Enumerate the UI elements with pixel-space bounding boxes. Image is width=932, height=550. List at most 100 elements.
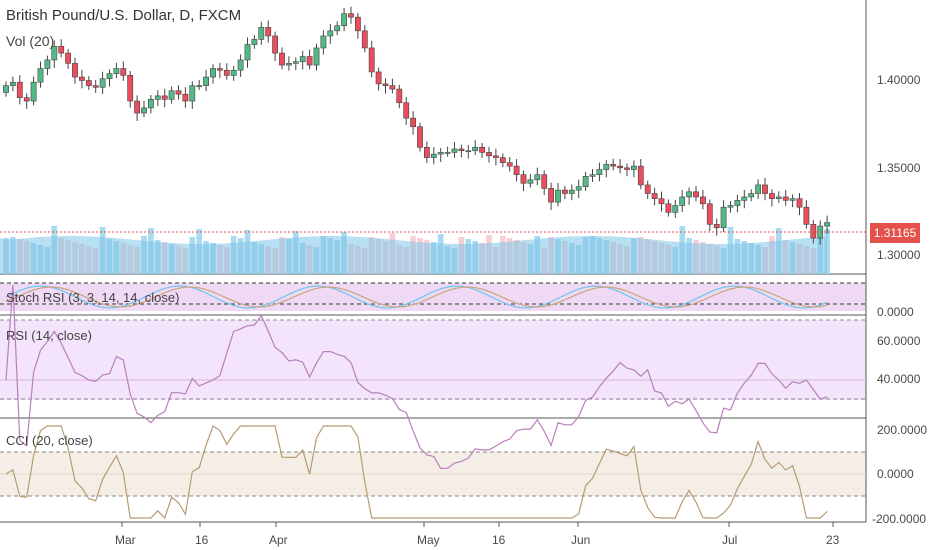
candle-body xyxy=(651,193,658,199)
cci-tick: -200.0000 xyxy=(872,512,927,526)
candle-body xyxy=(85,80,92,86)
candle-body xyxy=(348,13,354,18)
rsi-tick: 60.0000 xyxy=(877,334,921,348)
candle-body xyxy=(637,165,644,186)
candle-body xyxy=(44,59,51,69)
candle-body xyxy=(582,176,589,187)
candle-body xyxy=(679,196,686,206)
rsi-label: RSI (14, close) xyxy=(6,328,92,343)
candle-body xyxy=(237,59,244,71)
time-tick: Jul xyxy=(722,533,738,547)
candle-body xyxy=(375,71,382,85)
candle-body xyxy=(258,27,265,40)
candle-body xyxy=(92,85,99,88)
candle-body xyxy=(734,200,741,206)
candle-body xyxy=(713,224,720,229)
candle-body xyxy=(596,169,603,175)
candle-body xyxy=(72,63,78,78)
volume-label: Vol (20) xyxy=(6,33,55,49)
candle-body xyxy=(444,152,451,154)
candle-body xyxy=(672,205,679,213)
candle-body xyxy=(768,193,775,199)
candle-body xyxy=(148,99,154,109)
candle-body xyxy=(534,174,541,181)
candle-body xyxy=(458,148,465,152)
candle-body xyxy=(382,83,389,86)
candle-body xyxy=(230,69,237,76)
stoch-tick: 0.0000 xyxy=(877,305,914,319)
candle-body xyxy=(541,174,548,189)
candle-body xyxy=(285,63,292,66)
candle-body xyxy=(561,189,568,194)
stoch-k-line xyxy=(5,285,828,309)
candle-body xyxy=(341,13,347,26)
candle-body xyxy=(203,76,209,86)
candle-body xyxy=(479,146,485,153)
candle-body xyxy=(244,44,251,61)
candle-body xyxy=(23,97,30,102)
candle-body xyxy=(555,189,561,203)
candle-body xyxy=(417,126,423,148)
stoch-d-line xyxy=(5,286,828,308)
candle-body xyxy=(16,81,23,98)
candle-body xyxy=(3,85,9,93)
candle-body xyxy=(134,100,140,114)
candle-body xyxy=(658,198,665,205)
time-tick: 16 xyxy=(195,533,209,547)
time-tick: Jun xyxy=(571,533,591,547)
candle-body xyxy=(223,69,230,76)
candle-body xyxy=(175,90,182,95)
candle-body xyxy=(548,188,554,203)
candle-body xyxy=(320,35,327,49)
candle-body xyxy=(513,165,520,175)
candle-body xyxy=(624,167,630,170)
rsi-tick: 40.0000 xyxy=(877,372,921,386)
candle-body xyxy=(782,196,789,201)
candle-body xyxy=(306,56,313,66)
candle-body xyxy=(141,107,147,114)
candle-body xyxy=(465,150,472,152)
symbol-title: British Pound/U.S. Dollar, D, FXCM xyxy=(6,7,242,24)
candle-body xyxy=(803,206,810,225)
candle-body xyxy=(720,206,727,229)
candle-body xyxy=(265,27,272,37)
candle-body xyxy=(113,68,120,74)
candle-body xyxy=(361,30,368,49)
stoch-rsi-label: Stoch RSI (3, 3, 14, 14, close) xyxy=(6,290,180,305)
candle-body xyxy=(693,191,699,198)
candle-body xyxy=(748,193,755,198)
candle-body xyxy=(499,157,506,163)
candle-body xyxy=(755,184,761,194)
candle-body xyxy=(686,191,692,198)
candle-body xyxy=(810,224,817,239)
candle-body xyxy=(472,146,479,151)
volume-ma-area xyxy=(0,236,828,274)
candle-body xyxy=(65,52,71,64)
candle-body xyxy=(575,186,582,191)
candle-body xyxy=(37,68,44,83)
candle-body xyxy=(99,78,106,88)
candle-body xyxy=(189,85,196,102)
candle-body xyxy=(334,25,341,32)
candle-body xyxy=(168,90,175,100)
candle-body xyxy=(389,85,396,90)
candle-body xyxy=(796,198,803,208)
candle-body xyxy=(154,95,161,100)
candle-body xyxy=(292,61,299,64)
candle-body xyxy=(437,152,444,155)
candle-body xyxy=(161,95,168,100)
candle-body xyxy=(486,152,492,157)
cci-tick: 0.0000 xyxy=(877,467,914,481)
candle-body xyxy=(127,75,134,102)
candle-body xyxy=(506,162,513,167)
candle-body xyxy=(396,88,403,104)
candle-body xyxy=(354,16,361,32)
candle-body xyxy=(272,35,278,54)
candle-body xyxy=(603,164,610,170)
candle-body xyxy=(430,153,437,158)
candle-body xyxy=(251,39,258,45)
candle-body xyxy=(217,68,223,71)
last-price-badge: 1.31165 xyxy=(870,223,920,243)
time-tick: 23 xyxy=(826,533,840,547)
